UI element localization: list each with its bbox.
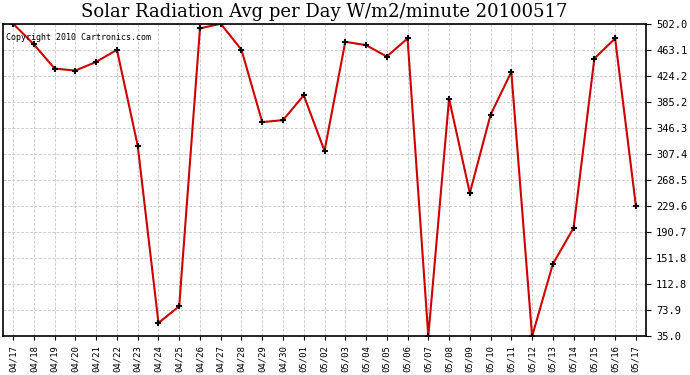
Text: Copyright 2010 Cartronics.com: Copyright 2010 Cartronics.com [6, 33, 151, 42]
Title: Solar Radiation Avg per Day W/m2/minute 20100517: Solar Radiation Avg per Day W/m2/minute … [81, 3, 568, 21]
